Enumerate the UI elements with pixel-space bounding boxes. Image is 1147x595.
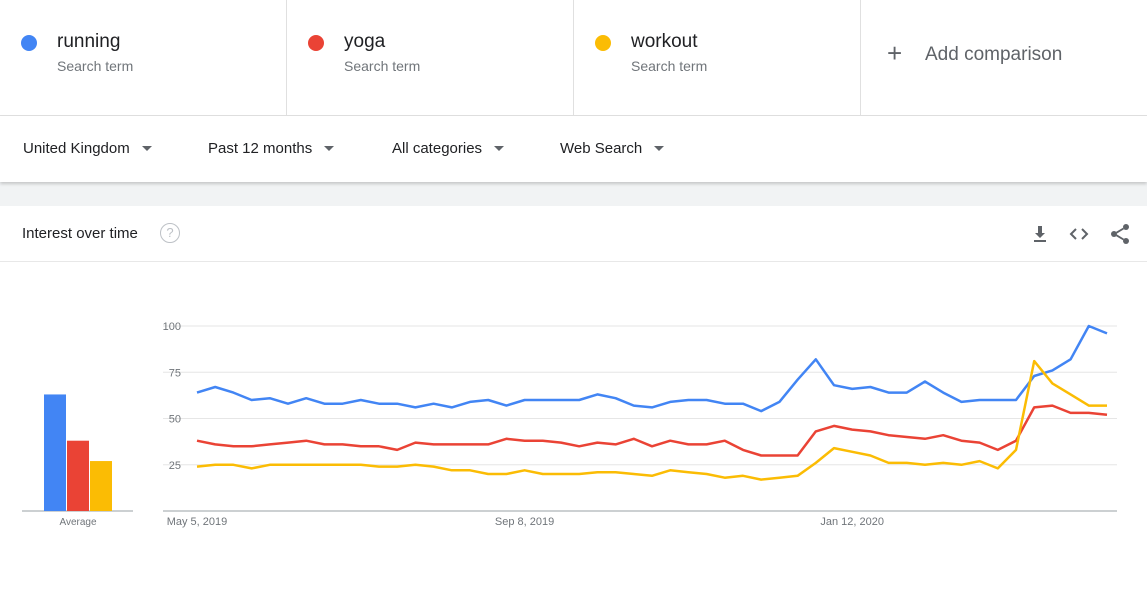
filter-bar: United Kingdom Past 12 months All catego… [0,116,1147,182]
average-bars: Average [44,394,112,528]
x-tick-label: Jan 12, 2020 [820,516,884,528]
x-axis-ticks: May 5, 2019 Sep 8, 2019 Jan 12, 2020 [167,516,884,528]
series-line-workout [196,359,1107,481]
average-label: Average [59,517,97,528]
caret-down-icon [324,146,335,151]
time-range-dropdown-label: Past 12 months [208,140,313,157]
interest-over-time-card: Interest over time ? 100 75 50 25 Average M… [0,206,1147,595]
chart-gridlines [22,325,1117,512]
series-line-running [196,324,1108,413]
region-dropdown[interactable]: United Kingdom [23,140,152,157]
caret-down-icon [494,146,505,151]
comparison-header: running Search term yoga Search term wor… [0,0,1147,116]
card-title: Interest over time [22,225,138,242]
caret-down-icon [654,146,665,151]
term-card-workout[interactable]: workout Search term [574,0,861,116]
x-tick-label: May 5, 2019 [167,516,228,528]
series-color-dot [308,35,324,51]
embed-code-icon[interactable] [1067,222,1091,246]
share-icon[interactable] [1108,222,1132,246]
average-bar-running [44,394,66,511]
help-icon[interactable]: ? [160,223,180,243]
term-name: yoga [344,31,386,52]
series-color-dot [595,35,611,51]
card-header: Interest over time ? [0,206,1147,262]
series-lines [196,324,1108,481]
add-comparison-label: Add comparison [925,44,1063,65]
series-line-yoga [196,404,1108,457]
caret-down-icon [141,146,152,151]
series-color-dot [21,35,37,51]
y-tick-label: 25 [169,460,181,472]
term-type: Search term [631,58,708,74]
add-comparison-button[interactable]: + Add comparison [861,0,1147,116]
y-tick-label: 50 [169,414,181,426]
category-dropdown[interactable]: All categories [392,140,505,157]
term-card-running[interactable]: running Search term [0,0,287,116]
interest-chart: 100 75 50 25 Average May 5, 2019 Sep 8, 2019… [22,321,1117,528]
search-type-dropdown[interactable]: Web Search [560,140,665,157]
term-type: Search term [57,58,134,74]
x-tick-label: Sep 8, 2019 [495,516,554,528]
y-axis-ticks: 100 75 50 25 [163,321,181,472]
term-name: workout [631,31,698,52]
average-bar-yoga [67,440,89,511]
average-bar-workout [90,461,112,511]
y-tick-label: 75 [169,367,181,379]
search-type-dropdown-label: Web Search [560,140,643,157]
region-dropdown-label: United Kingdom [23,140,130,157]
section-gap [0,182,1147,206]
download-icon[interactable] [1028,222,1052,246]
term-card-yoga[interactable]: yoga Search term [287,0,574,116]
y-tick-label: 100 [163,321,181,333]
plus-icon: + [887,38,903,68]
term-name: running [57,31,121,52]
category-dropdown-label: All categories [392,140,483,157]
time-range-dropdown[interactable]: Past 12 months [208,140,335,157]
term-type: Search term [344,58,421,74]
